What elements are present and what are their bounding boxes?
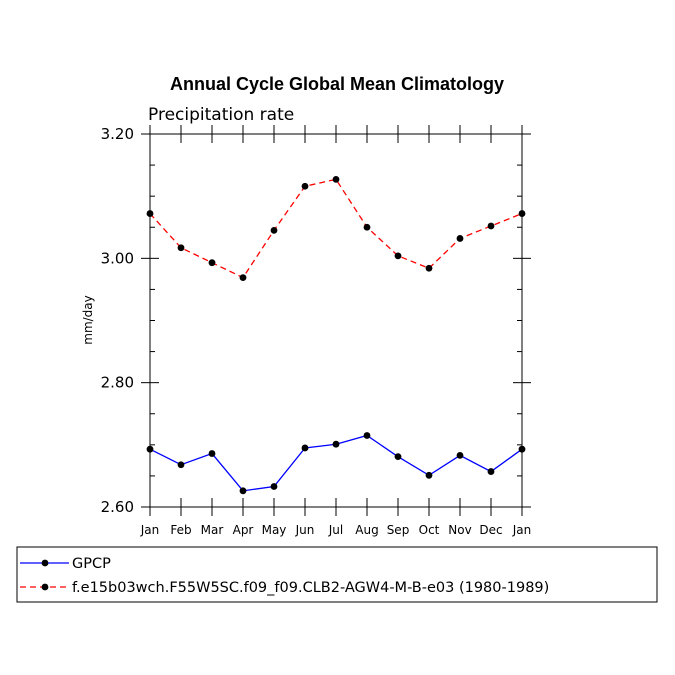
y-tick-label: 2.60 xyxy=(101,498,134,516)
legend: GPCP f.e15b03wch.F55W5SC.f09_f09.CLB2-AGW… xyxy=(20,556,549,596)
x-tick-label: May xyxy=(262,523,287,537)
x-tick-label: Aug xyxy=(355,523,378,537)
x-tick-label: Dec xyxy=(479,523,502,537)
y-tick-label: 3.20 xyxy=(101,125,134,143)
data-point xyxy=(518,210,526,217)
x-tick-labels: Jan Feb Mar Apr May Jun Jul Aug Sep Oct Nov Dec Jan xyxy=(140,523,532,537)
plot-frame xyxy=(149,133,523,508)
data-point xyxy=(518,445,526,453)
x-tick-label: Feb xyxy=(170,523,191,537)
data-point xyxy=(301,444,309,452)
data-point xyxy=(332,175,340,183)
data-point xyxy=(363,223,371,231)
y-axis-label: mm/day xyxy=(81,295,95,345)
x-tick-label: Jun xyxy=(295,523,315,537)
data-point xyxy=(146,210,154,217)
x-tick-label: Sep xyxy=(387,523,410,537)
x-tick-label: Mar xyxy=(201,523,224,537)
y-tick-label: 2.80 xyxy=(101,374,134,392)
data-point xyxy=(425,471,433,479)
y-tick-labels: 2.60 2.80 3.00 3.20 xyxy=(101,125,134,516)
legend-label: GPCP xyxy=(72,556,111,572)
x-tick-label: Jul xyxy=(328,523,343,537)
data-point xyxy=(301,182,309,190)
legend-box xyxy=(16,546,658,603)
chart-title: Annual Cycle Global Mean Climatology xyxy=(170,74,504,94)
data-point xyxy=(487,222,495,230)
x-tick-label: Nov xyxy=(448,523,471,537)
data-point xyxy=(332,440,340,448)
legend-label: f.e15b03wch.F55W5SC.f09_f09.CLB2-AGW4-M-… xyxy=(72,580,549,596)
data-point xyxy=(456,452,464,459)
y-tick-label: 3.00 xyxy=(101,249,134,267)
data-point xyxy=(394,252,402,260)
axis-ticks xyxy=(141,125,531,516)
data-point xyxy=(425,264,433,272)
series-layer xyxy=(146,175,526,495)
x-tick-label: Apr xyxy=(233,523,254,537)
data-point xyxy=(177,461,185,469)
data-point xyxy=(208,450,216,457)
data-point xyxy=(456,235,464,242)
data-point xyxy=(146,445,154,453)
x-tick-label: Jan xyxy=(140,523,160,537)
legend-marker xyxy=(41,583,49,591)
data-point xyxy=(177,244,185,252)
x-tick-label: Oct xyxy=(419,523,440,537)
data-point xyxy=(239,274,247,282)
data-point xyxy=(363,432,371,439)
data-point xyxy=(487,468,495,475)
series-line xyxy=(149,178,523,279)
data-point xyxy=(270,483,278,490)
chart-subtitle: Precipitation rate xyxy=(148,105,294,125)
data-point xyxy=(208,259,216,267)
data-point xyxy=(394,453,402,461)
data-point xyxy=(239,487,247,495)
x-tick-label: Jan xyxy=(512,523,532,537)
data-point xyxy=(270,226,278,234)
legend-marker xyxy=(41,559,49,567)
